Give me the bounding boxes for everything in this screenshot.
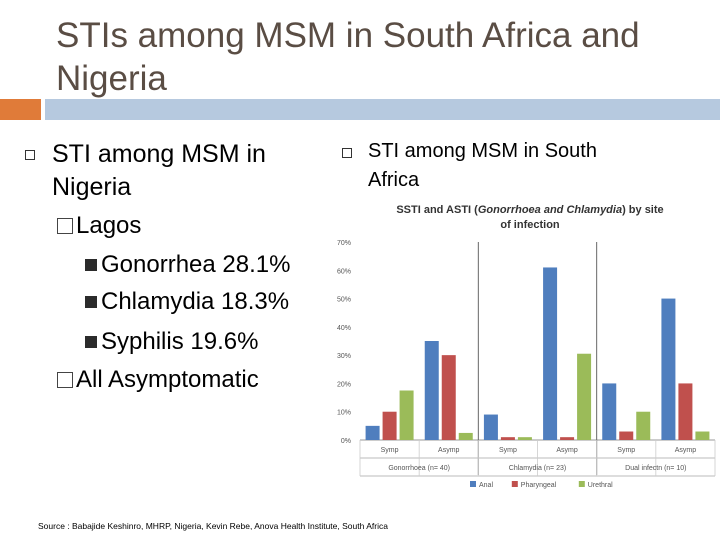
bullet-square-icon (25, 150, 35, 160)
bar-anal (424, 341, 439, 440)
chart-title-line1: SSTI and ASTI (Gonorrhoea and Chlamydia)… (396, 204, 663, 216)
bar-anal (661, 298, 676, 440)
square-bullet-icon (85, 296, 97, 308)
bar-pharyngeal (382, 411, 397, 440)
x-category-label: Asymp (556, 447, 578, 454)
legend-swatch (470, 481, 476, 487)
x-category-label: Symp (381, 447, 399, 454)
bar-urethral (695, 431, 710, 440)
y-tick-label: 10% (337, 410, 351, 417)
checkbox-bullet-icon (57, 218, 73, 234)
y-tick-label: 40% (337, 325, 351, 332)
title-accent-bar (0, 99, 41, 120)
y-tick-label: 30% (337, 353, 351, 360)
bar-urethral (458, 432, 473, 440)
y-tick-label: 50% (337, 297, 351, 304)
sub-item-lagos: Lagos (57, 210, 141, 242)
list-item-gonorrhea: Gonorrhea 28.1% (85, 249, 290, 281)
right-heading-line1: STI among MSM in South (368, 140, 597, 162)
legend-label: Anal (479, 482, 493, 489)
bar-pharyngeal (619, 431, 634, 440)
slide-title: STIs among MSM in South Africa and Niger… (56, 16, 640, 98)
list-item-chlamydia: Chlamydia 18.3% (85, 286, 289, 318)
checkbox-bullet-icon (57, 372, 73, 388)
list-item-label: Gonorrhea 28.1% (101, 251, 291, 278)
y-tick-label: 60% (337, 268, 351, 275)
x-category-label: Asymp (675, 447, 697, 454)
bullet-square-icon (342, 148, 352, 158)
bar-urethral (577, 353, 592, 440)
y-tick-label: 0% (341, 438, 351, 445)
bar-pharyngeal (441, 355, 456, 440)
bar-anal (602, 383, 617, 440)
x-group-label: Gonorrhoea (n= 40) (388, 465, 450, 472)
square-bullet-icon (85, 259, 97, 271)
y-tick-label: 20% (337, 381, 351, 388)
source-citation: Source : Babajide Keshinro, MHRP, Nigeri… (38, 521, 388, 531)
list-item-syphilis: Syphilis 19.6% (85, 326, 258, 358)
ssti-asti-bar-chart: SSTI and ASTI (Gonorrhoea and Chlamydia)… (337, 204, 716, 489)
left-heading-line1: STI among MSM in (52, 140, 266, 168)
bar-anal (365, 425, 380, 440)
bar-anal (543, 267, 558, 440)
right-heading-line2: Africa (368, 169, 420, 191)
sub-item-lagos-label: Lagos (76, 212, 142, 239)
title-divider-band (45, 99, 720, 120)
square-bullet-icon (85, 336, 97, 348)
y-tick-label: 70% (337, 240, 351, 247)
left-heading-line2: Nigeria (52, 173, 132, 201)
legend-swatch (578, 481, 585, 487)
bar-urethral (636, 411, 651, 440)
x-group-label: Chlamydia (n= 23) (509, 465, 566, 472)
x-group-label: Dual infectn (n= 10) (625, 465, 686, 472)
bar-urethral (399, 390, 414, 440)
list-item-label: Chlamydia 18.3% (101, 288, 290, 315)
bar-urethral (517, 437, 532, 440)
chart-title-line2: of infection (500, 219, 560, 231)
list-item-label: Syphilis 19.6% (101, 328, 259, 355)
bar-pharyngeal (500, 437, 515, 440)
legend-swatch (511, 481, 518, 487)
sub-item-asymptomatic-label: All Asymptomatic (76, 366, 259, 393)
bar-pharyngeal (560, 437, 575, 440)
legend-label: Pharyngeal (521, 482, 557, 489)
x-category-label: Symp (617, 447, 635, 454)
bar-anal (483, 414, 498, 440)
x-category-label: Symp (499, 447, 517, 454)
x-category-label: Asymp (438, 447, 460, 454)
sub-item-asymptomatic: All Asymptomatic (57, 364, 259, 396)
legend-label: Urethral (588, 482, 613, 489)
bar-pharyngeal (678, 383, 693, 440)
